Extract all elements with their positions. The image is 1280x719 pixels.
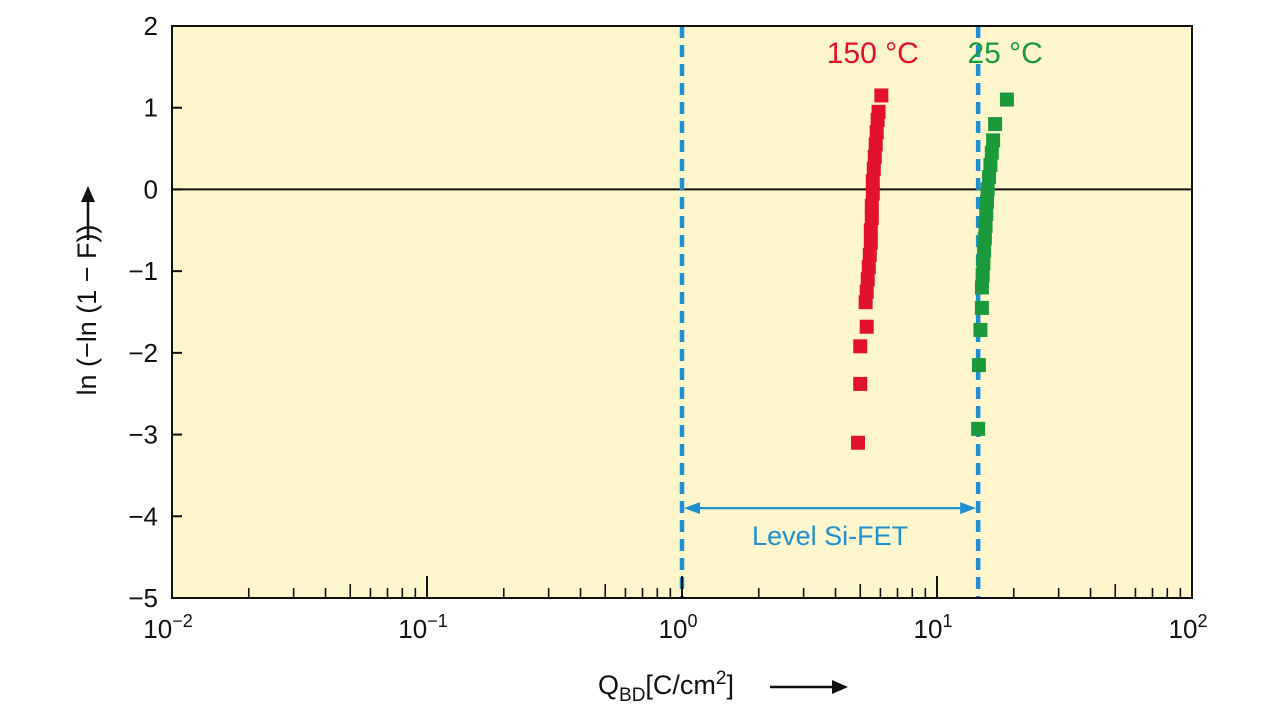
data-point [868, 137, 883, 152]
data-point [867, 149, 882, 164]
x-tick-label: 101 [914, 611, 953, 644]
y-tick-label: −4 [128, 501, 158, 531]
data-point [986, 133, 1001, 148]
data-point [851, 435, 865, 450]
data-point [865, 174, 880, 189]
data-point [858, 295, 873, 310]
data-point [980, 182, 995, 197]
data-point [973, 322, 988, 337]
data-point [988, 117, 1003, 132]
data-point [975, 268, 990, 283]
series-0: 150 °C [827, 37, 919, 450]
y-tick-label: 1 [144, 93, 158, 123]
data-point [862, 247, 877, 262]
data-point [864, 198, 879, 213]
data-point [979, 194, 994, 209]
y-tick-label: −5 [128, 583, 158, 613]
data-point [984, 145, 999, 160]
data-point [866, 162, 881, 176]
data-point [979, 206, 994, 221]
data-point [863, 223, 878, 238]
data-point [859, 319, 874, 334]
y-tick-label: −3 [128, 420, 158, 450]
series-1: 25 °C [967, 37, 1043, 436]
data-point [869, 125, 884, 140]
data-point [864, 211, 879, 226]
data-point [977, 243, 992, 258]
x-tick-label: 102 [1169, 611, 1208, 644]
data-point [974, 300, 989, 315]
data-point [865, 186, 880, 201]
data-point [974, 280, 989, 295]
data-point [978, 219, 993, 234]
data-point [861, 260, 876, 275]
y-axis-title: ln (−ln (1 − F)) [72, 224, 102, 395]
data-point [971, 421, 986, 436]
data-point [977, 231, 992, 246]
x-tick-label: 10−2 [143, 611, 192, 644]
plot-layer: Level Si-FET 150 °C 25 °C [172, 26, 1192, 598]
data-point [999, 92, 1014, 107]
data-point [976, 255, 991, 270]
data-point [860, 272, 875, 287]
data-point [853, 376, 868, 391]
data-point [859, 284, 874, 299]
x-axis-arrow [770, 680, 848, 694]
data-point [853, 339, 868, 354]
annotation-arrowhead-left [684, 502, 700, 515]
data-point [982, 170, 997, 185]
x-tick-label: 10−1 [398, 611, 447, 644]
y-tick-label: 2 [144, 11, 158, 41]
axes-layer: 210−1−2−3−4−510−2 10−1 100 101 102 [128, 11, 1207, 644]
y-tick-label: 0 [144, 174, 158, 204]
data-point [971, 358, 986, 373]
data-point [863, 235, 878, 250]
data-point [874, 88, 889, 103]
series-label: 150 °C [827, 37, 919, 70]
x-tick-label: 100 [659, 611, 698, 644]
y-tick-label: −1 [128, 256, 158, 286]
annotation-label: Level Si-FET [752, 521, 908, 551]
annotation-arrowhead-right [960, 502, 977, 515]
series-label: 25 °C [967, 37, 1042, 70]
y-tick-label: −2 [128, 338, 158, 368]
data-point [983, 157, 998, 172]
x-axis-title: QBD[C/cm2] [598, 668, 734, 706]
y-axis-arrow [81, 186, 95, 240]
data-point [871, 104, 886, 119]
